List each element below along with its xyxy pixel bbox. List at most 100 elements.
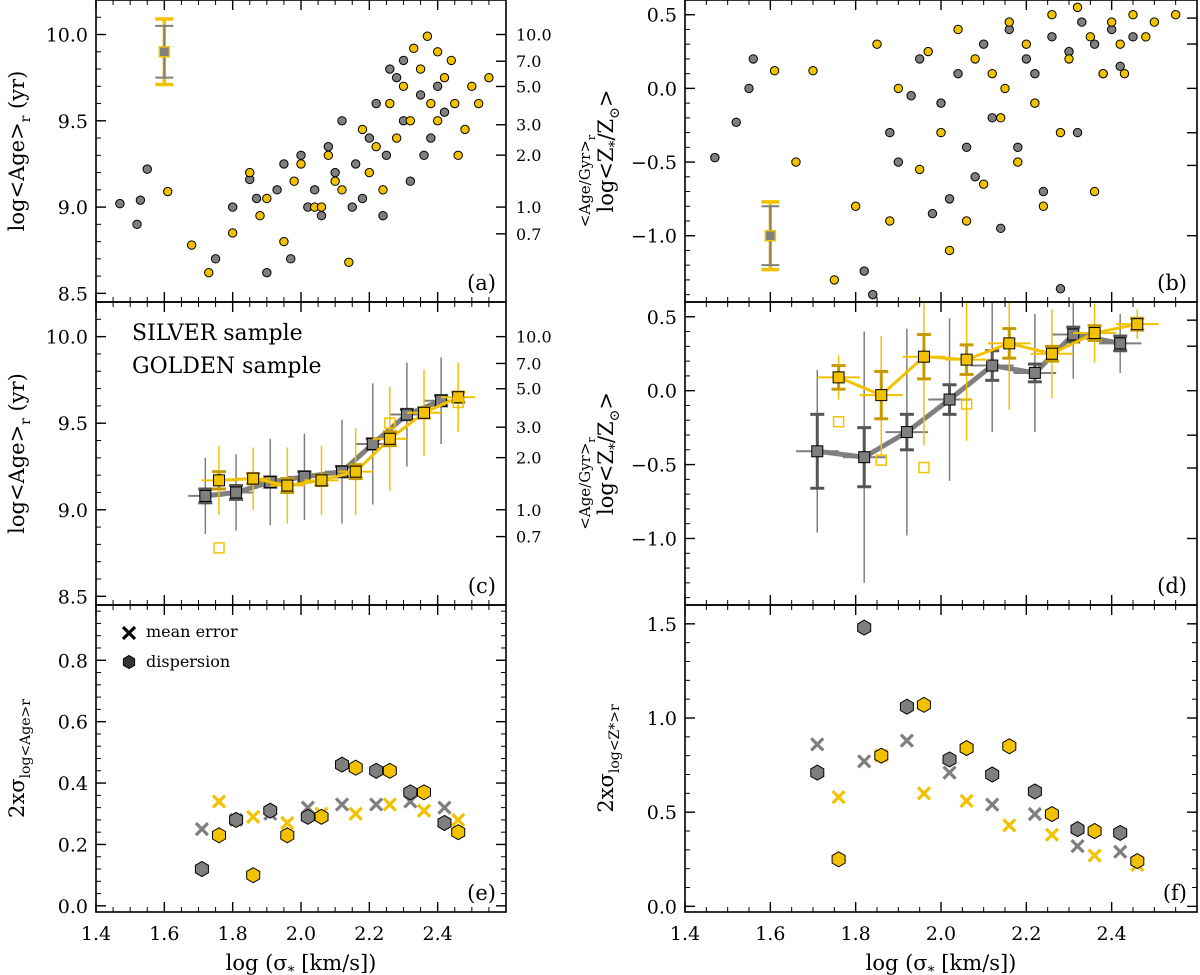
panel-b-data [710,2,1181,300]
y-tick-label: 0.4 [58,773,88,795]
silver-mean-error-marker [1070,838,1085,854]
silver-point [710,152,720,163]
silver-dispersion-marker [194,860,209,878]
panel-b: −1.0−0.50.00.5log<Z*/Z⊙>0.10.30.51.02.03… [594,0,1198,303]
silver-dispersion-marker [437,814,452,832]
golden-point [1021,39,1032,49]
golden-dispersion-marker [280,827,295,844]
golden-bin-mean [281,479,294,492]
silver-bin-mean [199,489,212,502]
right-tick-label: 0.7 [516,528,541,547]
silver-point [1030,68,1040,79]
right-axis-label: <Age/Gyr>r [576,134,598,227]
golden-point [316,202,327,212]
silver-point [357,193,368,204]
golden-point [1085,32,1096,42]
panel-d-data [795,302,1159,583]
golden-dispersion-marker [1044,806,1059,823]
silver-point [296,150,306,161]
silver-mean-error-marker [437,800,452,815]
y-tick-label: 0.6 [58,712,88,734]
x-tick-label: 2.4 [423,923,453,945]
golden-point [446,55,457,66]
silver-point [350,159,361,169]
golden-point [987,68,997,79]
golden-point [432,116,443,126]
golden-point [1064,54,1074,64]
panel-c-frame [95,301,507,606]
panel-label: (c) [468,574,496,598]
golden-point [337,185,347,195]
golden-point [978,179,989,189]
silver-point [1072,127,1083,138]
golden-point [1115,39,1125,49]
right-tick-label: 10.0 [516,328,552,347]
golden-point [439,72,450,83]
right-tick-label: 0.7 [516,225,541,244]
y-tick-label: 0.0 [647,78,677,100]
x-axis-label: log (σ* [km/s]) [226,951,377,975]
x-tick-label: 1.8 [841,923,871,945]
panel-f-data [810,619,1145,873]
silver-mean-error-marker [985,797,1000,812]
golden-point [791,157,801,167]
panel-label: (d) [1157,574,1187,598]
legend-mean-error: mean error [146,622,238,641]
silver-point [1038,186,1049,197]
golden-point [1141,32,1151,42]
y-tick-label: −1.0 [631,226,677,248]
golden-bin-mean [1131,318,1144,331]
golden-bin-mean [213,474,225,487]
silver-point [262,267,272,278]
golden-point [357,124,368,135]
golden-point [1038,201,1049,211]
silver-point [316,211,327,221]
golden-bin-mean [832,371,845,384]
open-square [960,398,973,410]
x-tick-label: 2.2 [354,923,384,945]
silver-point [432,81,443,91]
panel-c: 8.5 9.0 9.5 10.0 log<Age>r (yr) 0.7 1.0 2.0 3.0 5… [5,301,598,608]
golden-point [936,127,946,138]
golden-point [245,167,255,178]
golden-point [885,216,895,226]
silver-mean-error-marker [857,754,872,769]
golden-point [255,211,265,221]
x-tick-label: 2.4 [1097,923,1127,945]
silver-mean-error-marker [1027,806,1042,822]
golden-point [262,193,272,204]
golden-point [344,257,354,268]
silver-point [132,219,142,230]
golden-bin-mean [315,474,328,487]
golden-mean-error-marker [916,786,932,801]
x-tick-label: 2.0 [286,923,316,945]
golden-point [409,43,419,54]
legend-silver: SILVER sample [132,321,303,346]
panel-d: −1.0−0.50.00.5log<Z*/Z⊙>0.10.30.51.02.03… [594,301,1198,606]
golden-dispersion-marker [1087,822,1102,840]
silver-dispersion-marker [1113,824,1128,841]
open-square [875,454,888,466]
golden-point [371,141,381,152]
typical-error-marker [764,229,777,242]
y-axis-label: log<Z*/Z⊙> [594,89,623,212]
y-tick-label: 8.5 [58,283,88,305]
silver-dispersion-marker [229,811,244,828]
golden-bin-mean [1045,347,1058,360]
silver-point [210,254,221,264]
golden-point [432,47,443,57]
golden-point [808,66,818,76]
x-tick-label: 1.6 [149,923,179,945]
x-tick-label: 2.2 [1011,923,1041,945]
panel-label: (b) [1157,271,1187,295]
golden-dispersion-marker [916,696,931,713]
silver-point [893,157,904,167]
silver-point [330,167,340,178]
golden-point [1119,68,1130,79]
golden-point [872,39,882,49]
golden-point [422,31,433,41]
golden-mean-error-marker [211,794,227,809]
silver-dispersion-marker [1070,821,1085,838]
silver-point [272,185,282,195]
silver-dispersion-marker [899,698,914,715]
